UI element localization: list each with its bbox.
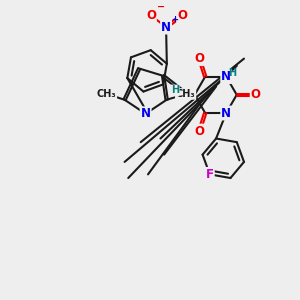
Text: H: H — [171, 85, 179, 95]
Text: O: O — [251, 88, 261, 101]
Text: N: N — [161, 21, 171, 34]
Text: −: − — [157, 2, 165, 12]
Text: O: O — [194, 124, 204, 138]
Text: N: N — [141, 107, 151, 120]
Text: CH₃: CH₃ — [176, 89, 195, 99]
Text: O: O — [177, 9, 187, 22]
Text: +: + — [171, 15, 178, 24]
Text: N: N — [221, 106, 231, 119]
Text: F: F — [206, 168, 214, 181]
Text: O: O — [146, 9, 156, 22]
Text: CH₃: CH₃ — [97, 89, 116, 99]
Text: N: N — [221, 70, 231, 83]
Text: H: H — [229, 68, 237, 77]
Text: O: O — [194, 52, 204, 65]
